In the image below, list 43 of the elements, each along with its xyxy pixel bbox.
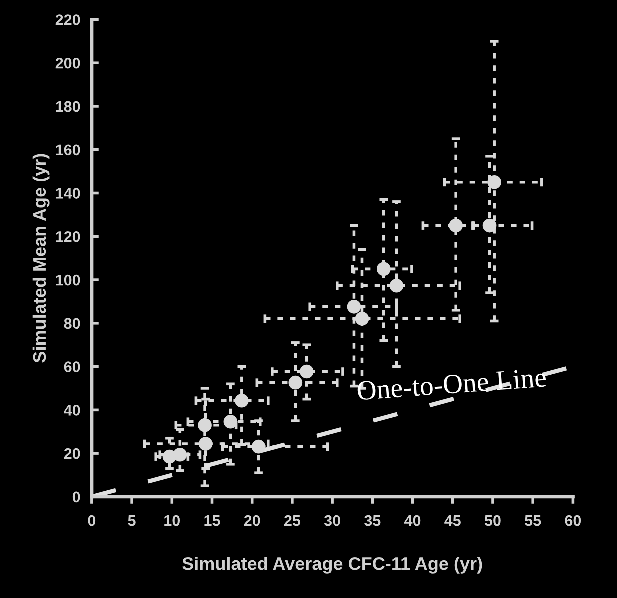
point	[355, 312, 370, 326]
y-tick-label: 160	[56, 144, 80, 156]
point	[235, 394, 249, 408]
point	[252, 440, 266, 454]
y-tick-label: 120	[56, 232, 80, 242]
x-tick-label: 50	[484, 515, 501, 526]
y-tick-label: 100	[56, 274, 80, 286]
y-tick-label: 20	[64, 448, 80, 460]
y-tick-label: 80	[64, 318, 80, 330]
x-tick-label: 15	[204, 516, 220, 526]
y-tick-label: 220	[56, 14, 80, 26]
x-tick-label: 25	[284, 515, 301, 526]
point	[449, 218, 463, 233]
point	[173, 448, 188, 462]
point	[376, 262, 391, 276]
point	[390, 278, 404, 293]
x-tick-label: 45	[444, 516, 461, 526]
x-tick-label: 55	[525, 516, 542, 526]
y-tick-label: 180	[56, 101, 80, 112]
y-axis-title: Simulated Mean Age (yr)	[32, 154, 50, 363]
point	[288, 376, 303, 390]
x-tick-label: 5	[128, 516, 136, 526]
x-tick-label: 0	[88, 515, 96, 526]
point	[198, 418, 212, 432]
x-tick-label: 30	[324, 515, 340, 526]
y-tick-label: 140	[56, 188, 80, 199]
x-tick-label: 35	[364, 515, 381, 526]
point	[482, 218, 497, 233]
point	[347, 300, 362, 314]
point	[488, 176, 502, 190]
x-tick-label: 10	[164, 515, 180, 526]
x-axis-title: Simulated Average CFC-11 Age (yr)	[182, 557, 482, 574]
annotation: One-to-One Line	[357, 368, 547, 400]
point	[198, 437, 213, 451]
y-tick-label: 200	[56, 58, 80, 69]
x-tick-label: 60	[565, 515, 582, 526]
point	[224, 414, 238, 429]
y-tick-label: 60	[64, 362, 80, 372]
x-tick-label: 40	[404, 515, 421, 526]
x-tick-label: 20	[244, 515, 260, 526]
y-tick-label: 0	[72, 492, 80, 503]
y-tick-label: 40	[64, 405, 80, 416]
point	[300, 364, 314, 379]
